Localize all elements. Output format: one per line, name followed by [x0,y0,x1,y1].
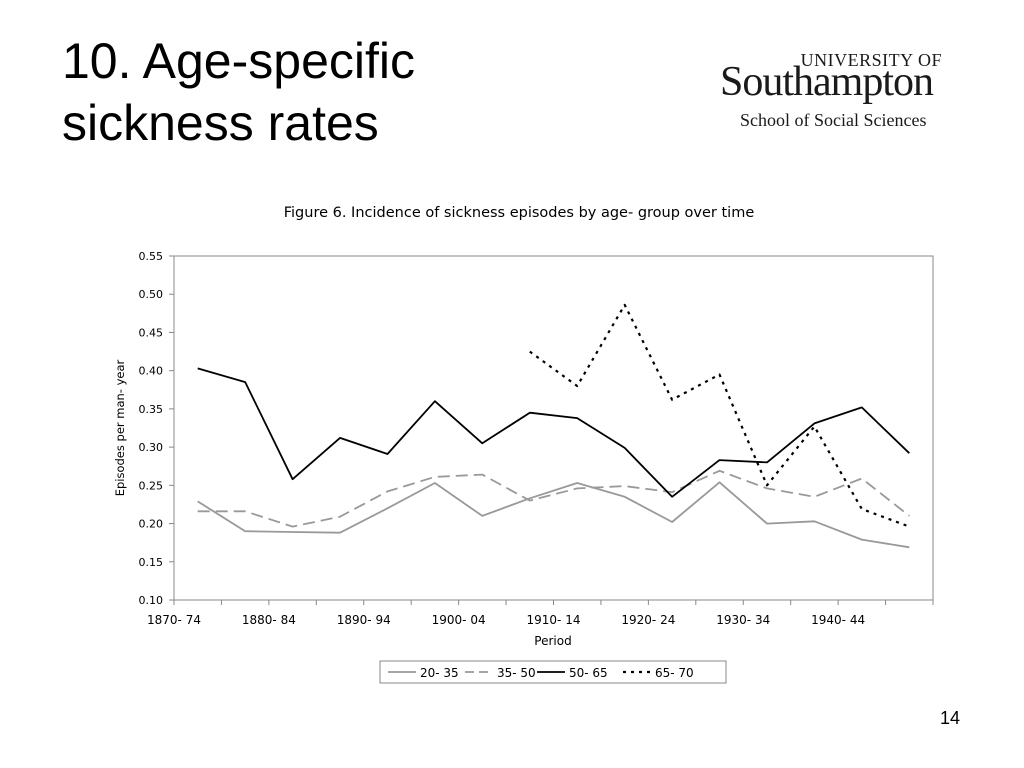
slide-title: 10. Age-specific sickness rates [62,30,415,154]
x-tick-label: 1890- 94 [337,613,391,627]
series-line-35-50 [197,469,910,528]
x-tick-label: 1910- 14 [527,613,581,627]
x-axis-label: Period [534,634,571,648]
y-tick-label: 0.30 [139,441,164,454]
y-axis-label: Episodes per man- year [113,359,127,496]
page-number: 14 [940,708,961,728]
x-tick-label: 1880- 84 [242,613,296,627]
y-tick-label: 0.50 [139,288,164,301]
y-tick-label: 0.10 [139,594,164,607]
logo-university-of: UNIVERSITY OF [800,50,942,70]
plot-area [173,255,934,601]
chart-title: Figure 6. Incidence of sickness episodes… [284,205,755,221]
legend-label: 20- 35 [420,666,459,680]
legend-label: 65- 70 [655,666,694,680]
series-layer [197,303,910,549]
y-tick-label: 0.35 [139,403,164,416]
x-tick-label: 1920- 24 [621,613,675,627]
university-logo: UNIVERSITY OF Southampton School of Soci… [718,50,980,135]
x-tick-label: 1930- 34 [716,613,770,627]
logo-school: School of Social Sciences [740,110,927,130]
y-tick-label: 0.40 [139,365,164,378]
y-tick-label: 0.20 [139,518,164,531]
y-tick-label: 0.45 [139,326,164,339]
slide-title-line-2: sickness rates [62,95,379,151]
y-tick-label: 0.25 [139,479,164,492]
chart-legend: 20- 35 35- 50 50- 65 65- 70 [379,660,727,684]
x-tick-label: 1900- 04 [432,613,486,627]
y-tick-label: 0.15 [139,556,164,569]
x-tick-label: 1870- 74 [147,613,201,627]
series-line-20-35 [197,481,910,549]
logo-southampton: Southampton [720,59,934,105]
legend-label: 50- 65 [569,666,608,680]
slide-title-line-1: 10. Age-specific [62,33,415,89]
y-tick-label: 0.55 [139,250,164,263]
series-line-50-65 [197,367,910,498]
series-line-65-70 [529,303,910,528]
x-axis: 1870- 74 1880- 84 1890- 94 1900- 04 1910- 14… [147,600,934,627]
x-tick-label: 1940- 44 [811,613,865,627]
legend-label: 35- 50 [497,666,536,680]
y-axis: 0.10 0.15 0.20 0.25 0.30 0.35 0.40 0.45 0.50 0.55 [139,250,174,607]
